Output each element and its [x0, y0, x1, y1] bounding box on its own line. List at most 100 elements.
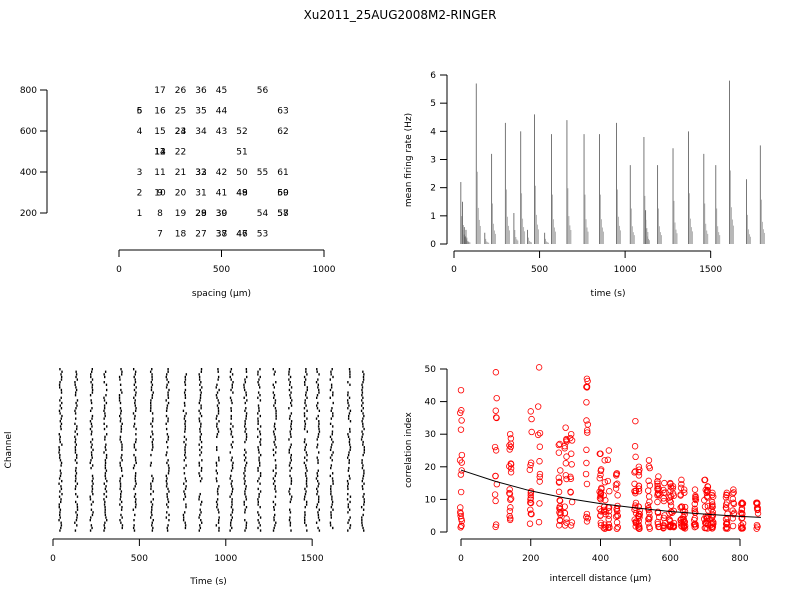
electrode-label: 19: [175, 209, 187, 219]
correlation-point: [729, 522, 737, 530]
correlation-point: [492, 414, 500, 421]
y-axis-label: correlation index: [404, 411, 414, 487]
electrode-label: 55: [257, 168, 268, 178]
y-tick-label: 40: [425, 398, 437, 408]
correlation-point: [692, 496, 700, 504]
y-tick-label: 800: [20, 86, 37, 96]
electrode-label: 15: [154, 127, 165, 137]
x-tick-label: 1000: [214, 554, 237, 564]
correlation-point: [644, 502, 652, 509]
correlation-point: [597, 471, 604, 479]
correlation-panel: 0 200 400 600 800 0 10 20 30 40 50 intercell distan…: [404, 364, 762, 584]
correlation-point: [738, 499, 746, 506]
correlation-point: [562, 472, 570, 479]
y-tick-label: 1: [430, 212, 436, 222]
electrode-label: 29: [195, 209, 207, 219]
correlation-point: [667, 498, 674, 506]
correlation-point: [457, 426, 465, 433]
correlation-point: [646, 525, 654, 532]
correlation-point: [527, 489, 534, 496]
correlation-point: [597, 491, 604, 498]
electrode-label: 48: [236, 189, 248, 199]
correlation-point: [680, 518, 688, 525]
correlation-point: [722, 504, 730, 511]
correlation-point: [557, 511, 564, 518]
correlation-point: [635, 521, 642, 528]
x-tick-label: 500: [131, 554, 148, 564]
correlation-point: [456, 457, 464, 464]
correlation-point: [681, 508, 689, 515]
y-tick-label: 400: [20, 168, 37, 178]
correlation-point: [677, 484, 685, 492]
electrode-label: 46: [236, 230, 248, 240]
correlation-point: [527, 494, 534, 502]
x-tick-label: 600: [662, 554, 679, 564]
correlation-point: [613, 507, 621, 515]
correlation-point: [562, 460, 570, 467]
y-tick-label: 50: [425, 365, 437, 375]
electrode-label: 6: [137, 107, 143, 117]
correlation-point: [458, 417, 465, 424]
correlation-point: [527, 492, 534, 499]
correlation-point: [730, 500, 738, 508]
correlation-point: [528, 510, 535, 518]
correlation-point: [601, 525, 609, 532]
correlation-point: [669, 490, 677, 497]
correlation-point: [491, 491, 499, 498]
correlation-point: [507, 435, 515, 442]
correlation-point: [605, 447, 613, 454]
x-tick-label: 1000: [614, 265, 637, 275]
correlation-point: [737, 509, 745, 517]
correlation-point: [555, 474, 562, 481]
correlation-point: [705, 512, 712, 520]
correlation-point: [568, 498, 576, 506]
correlation-point: [681, 489, 688, 496]
y-tick-label: 20: [425, 463, 437, 473]
fit-curve: [460, 469, 761, 518]
correlation-point: [670, 507, 677, 515]
correlation-point: [536, 429, 544, 437]
correlation-point: [506, 490, 514, 498]
correlation-point: [568, 450, 575, 457]
x-tick-label: 0: [116, 265, 122, 275]
electrode-label: 57: [277, 209, 288, 219]
x-tick-label: 0: [458, 554, 464, 564]
electrode-label: 53: [257, 230, 268, 240]
correlation-point: [506, 486, 513, 493]
correlation-point: [583, 446, 590, 454]
electrode-label: 25: [175, 107, 186, 117]
correlation-point: [654, 480, 661, 487]
correlation-point: [507, 504, 514, 511]
correlation-point: [709, 493, 717, 500]
correlation-point: [597, 450, 604, 457]
correlation-point: [567, 489, 574, 496]
correlation-point: [668, 509, 676, 516]
correlation-point: [701, 503, 709, 510]
electrode-label: 63: [277, 107, 288, 117]
correlation-point: [654, 498, 661, 506]
correlation-point: [506, 442, 513, 449]
correlation-point: [667, 483, 675, 490]
correlation-point: [636, 511, 644, 518]
correlation-point: [692, 523, 700, 530]
y-tick-label: 0: [430, 240, 436, 250]
correlation-point: [561, 442, 568, 450]
correlation-point: [457, 504, 464, 511]
correlation-point: [613, 470, 620, 478]
correlation-point: [632, 502, 639, 509]
correlation-point: [723, 521, 730, 528]
correlation-point: [507, 440, 515, 447]
correlation-point: [458, 407, 465, 414]
correlation-point: [614, 512, 621, 520]
electrode-label: 28: [195, 209, 207, 219]
correlation-point: [632, 453, 639, 461]
correlation-point: [635, 525, 643, 532]
correlation-point: [561, 503, 568, 510]
correlation-point: [654, 520, 662, 528]
correlation-point: [492, 407, 499, 414]
correlation-point: [613, 519, 621, 526]
correlation-point: [567, 434, 574, 442]
electrode-label: 17: [154, 86, 165, 96]
correlation-point: [582, 470, 590, 478]
correlation-point: [567, 522, 575, 529]
